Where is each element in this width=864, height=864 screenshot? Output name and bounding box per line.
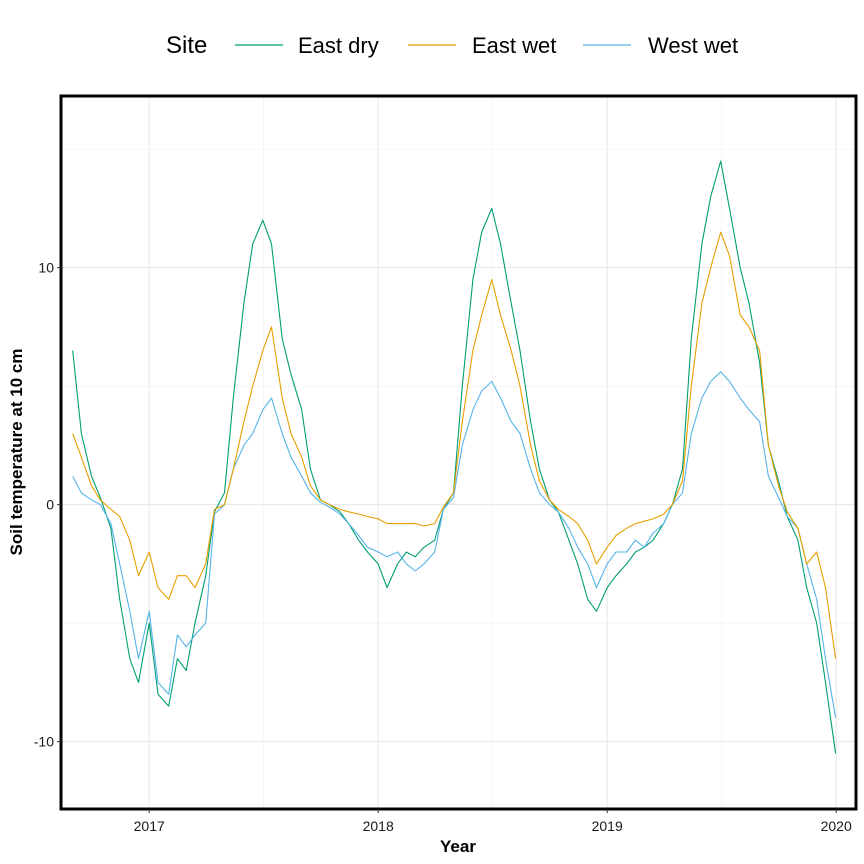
x-tick-label: 2020 <box>821 818 852 834</box>
y-tick-label: 10 <box>38 260 54 276</box>
panel-border <box>59 94 858 811</box>
legend-label-east-dry: East dry <box>298 33 379 58</box>
legend: Site East dry East wet West wet <box>166 32 738 59</box>
legend-item-east-wet: East wet <box>408 33 556 58</box>
legend-item-west-wet: West wet <box>583 33 738 58</box>
legend-label-east-wet: East wet <box>472 33 556 58</box>
x-tick-label: 2018 <box>363 818 394 834</box>
legend-item-east-dry: East dry <box>235 33 379 58</box>
legend-label-west-wet: West wet <box>648 33 738 58</box>
series-layer <box>72 160 837 754</box>
axes: -10 0 10 2017 2018 2019 2020 <box>34 260 852 834</box>
y-tick-label: 0 <box>46 497 54 513</box>
series-line-west-wet <box>72 371 837 718</box>
grid <box>62 97 855 808</box>
series-line-east-wet <box>72 231 837 659</box>
legend-title: Site <box>166 32 207 59</box>
y-tick-label: -10 <box>34 734 54 750</box>
x-axis-title: Year <box>440 837 476 856</box>
y-axis-title: Soil temperature at 10 cm <box>7 349 26 556</box>
x-tick-label: 2017 <box>134 818 165 834</box>
x-tick-label: 2019 <box>592 818 623 834</box>
